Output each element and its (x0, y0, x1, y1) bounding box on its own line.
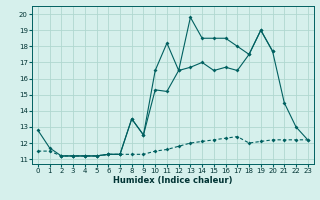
X-axis label: Humidex (Indice chaleur): Humidex (Indice chaleur) (113, 176, 233, 185)
